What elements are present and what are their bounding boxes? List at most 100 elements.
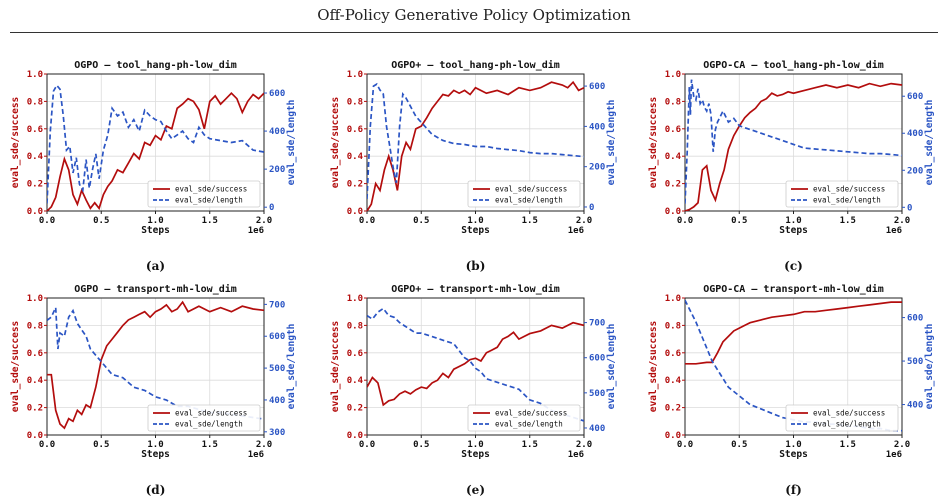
y2-tick-label: 400 [907, 129, 923, 139]
y2-axis-label: eval_sde/length [924, 100, 935, 186]
legend-box [467, 180, 581, 208]
legend-box [785, 404, 899, 432]
legend-entry: eval_sde/length [175, 420, 243, 429]
y2-tick-label: 700 [269, 300, 285, 310]
panel-caption: (c) [784, 259, 803, 273]
x-tick-label: 1.0 [467, 216, 483, 226]
y-tick-label: 0.0 [665, 207, 681, 217]
x-tick-label: 0.0 [359, 216, 375, 226]
series-line-success [685, 301, 902, 365]
x-tick-label: 0.0 [359, 440, 375, 450]
x-offset-text: 1e6 [568, 226, 584, 236]
chart-title: OGPO-CA — transport-mh-low_dim [703, 283, 884, 295]
y-tick-label: 1.0 [665, 294, 681, 304]
y-tick-label: 0.6 [27, 125, 43, 135]
y2-axis-label: eval_sde/length [924, 324, 935, 410]
chart-panel-1: OGPO — tool_hang-ph-low_dim 0.0 0.5 1.0 1.5 2… [10, 59, 297, 273]
x-offset-text: 1e6 [568, 450, 584, 460]
y-tick-label: 0.4 [27, 152, 44, 162]
y-tick-label: 0.8 [665, 321, 681, 331]
y-tick-label: 0.4 [27, 376, 44, 386]
y-tick-label: 0.6 [347, 349, 363, 359]
x-tick-label: 2.0 [256, 440, 272, 450]
y2-tick-label: 700 [589, 319, 605, 329]
legend-entry: eval_sde/length [813, 420, 881, 429]
y-tick-label: 0.2 [665, 404, 681, 414]
y2-tick-label: 200 [589, 163, 605, 173]
panel-caption: (d) [146, 483, 166, 497]
x-tick-label: 0.5 [413, 440, 429, 450]
x-tick-label: 1.5 [522, 216, 538, 226]
x-tick-label: 2.0 [894, 440, 910, 450]
y2-tick-label: 400 [589, 122, 605, 132]
chart-panel-5: OGPO+ — transport-mh-low_dim 0.0 0.5 1.0 1.5… [330, 283, 617, 497]
y2-tick-label: 400 [907, 401, 923, 411]
x-tick-label: 0.5 [93, 440, 109, 450]
panel-caption: (f) [785, 483, 802, 497]
x-tick-label: 0.5 [731, 216, 747, 226]
x-tick-label: 1.5 [202, 216, 218, 226]
x-axis-label: Steps [141, 225, 170, 236]
x-offset-text: 1e6 [248, 226, 264, 236]
x-tick-label: 1.5 [840, 216, 856, 226]
x-tick-label: 1.0 [785, 216, 801, 226]
y-tick-label: 0.6 [665, 125, 681, 135]
x-tick-label: 0.5 [93, 216, 109, 226]
legend-entry: eval_sde/success [813, 409, 885, 418]
legend-box [147, 404, 261, 432]
x-axis-label: Steps [461, 225, 490, 236]
series-line-success [47, 300, 264, 430]
legend-entry: eval_sde/success [813, 185, 885, 194]
x-offset-text: 1e6 [886, 226, 902, 236]
x-axis-label: Steps [461, 449, 490, 460]
x-tick-label: 1.0 [785, 440, 801, 450]
chart-panel-2: OGPO+ — tool_hang-ph-low_dim 0.0 0.5 1.0 1.5… [330, 59, 617, 273]
y2-tick-label: 200 [269, 165, 285, 175]
chart-title: OGPO-CA — tool_hang-ph-low_dim [703, 59, 884, 71]
y-tick-label: 0.4 [347, 376, 364, 386]
legend-entry: eval_sde/success [175, 185, 247, 194]
chart-panel-4: OGPO — transport-mh-low_dim 0.0 0.5 1.0 1.5 2… [10, 283, 297, 497]
x-tick-label: 1.0 [147, 216, 163, 226]
header-rule [10, 32, 938, 33]
x-tick-label: 0.5 [413, 216, 429, 226]
y2-tick-label: 400 [269, 396, 285, 406]
y-tick-label: 0.2 [347, 404, 363, 414]
y-tick-label: 1.0 [347, 70, 363, 80]
chart-title: OGPO+ — transport-mh-low_dim [391, 283, 560, 295]
legend-entry: eval_sde/length [175, 196, 243, 205]
y2-tick-label: 600 [907, 92, 923, 102]
y-axis-label: eval_sde/success [10, 97, 21, 189]
y-tick-label: 0.4 [347, 152, 364, 162]
legend-box [785, 180, 899, 208]
y2-tick-label: 400 [589, 424, 605, 434]
y2-tick-label: 300 [269, 428, 285, 438]
y-tick-label: 1.0 [347, 294, 363, 304]
y2-tick-label: 600 [907, 314, 923, 324]
y-tick-label: 0.6 [347, 125, 363, 135]
y-tick-label: 0.2 [27, 404, 43, 414]
y-tick-label: 0.8 [347, 321, 363, 331]
y-tick-label: 0.0 [665, 431, 681, 441]
y2-axis-label: eval_sde/length [606, 100, 617, 186]
x-tick-label: 2.0 [894, 216, 910, 226]
y-tick-label: 0.6 [27, 349, 43, 359]
y2-tick-label: 600 [589, 354, 605, 364]
y-tick-label: 0.0 [347, 431, 363, 441]
y2-tick-label: 500 [589, 389, 605, 399]
y-axis-label: eval_sde/success [648, 97, 659, 189]
x-tick-label: 0.0 [677, 440, 693, 450]
x-tick-label: 1.0 [147, 440, 163, 450]
y2-axis-label: eval_sde/length [286, 324, 297, 410]
chart-title: OGPO+ — tool_hang-ph-low_dim [391, 59, 560, 71]
y-tick-label: 0.4 [665, 376, 682, 386]
y-tick-label: 1.0 [665, 70, 681, 80]
legend-entry: eval_sde/success [495, 185, 567, 194]
series-line-success [47, 91, 264, 211]
legend-entry: eval_sde/length [495, 196, 563, 205]
y2-axis-label: eval_sde/length [606, 324, 617, 410]
series-line-length [367, 307, 584, 422]
y-tick-label: 0.8 [27, 97, 43, 107]
y-tick-label: 0.8 [347, 97, 363, 107]
